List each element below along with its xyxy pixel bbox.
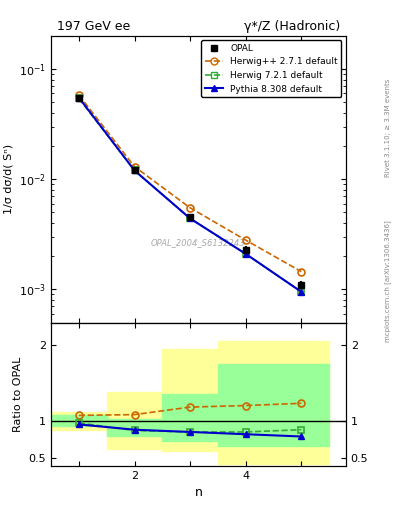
- Text: 197 GeV ee: 197 GeV ee: [57, 20, 130, 33]
- Legend: OPAL, Herwig++ 2.7.1 default, Herwig 7.2.1 default, Pythia 8.308 default: OPAL, Herwig++ 2.7.1 default, Herwig 7.2…: [201, 40, 342, 97]
- Text: mcplots.cern.ch [arXiv:1306.3436]: mcplots.cern.ch [arXiv:1306.3436]: [384, 221, 391, 343]
- Text: Rivet 3.1.10; ≥ 3.3M events: Rivet 3.1.10; ≥ 3.3M events: [385, 79, 391, 177]
- Y-axis label: Ratio to OPAL: Ratio to OPAL: [13, 356, 23, 432]
- Text: γ*/Z (Hadronic): γ*/Z (Hadronic): [244, 20, 340, 33]
- Y-axis label: 1/σ dσ/d( Sⁿ): 1/σ dσ/d( Sⁿ): [4, 144, 14, 214]
- Text: OPAL_2004_S6132243: OPAL_2004_S6132243: [151, 238, 246, 247]
- X-axis label: n: n: [195, 486, 202, 499]
